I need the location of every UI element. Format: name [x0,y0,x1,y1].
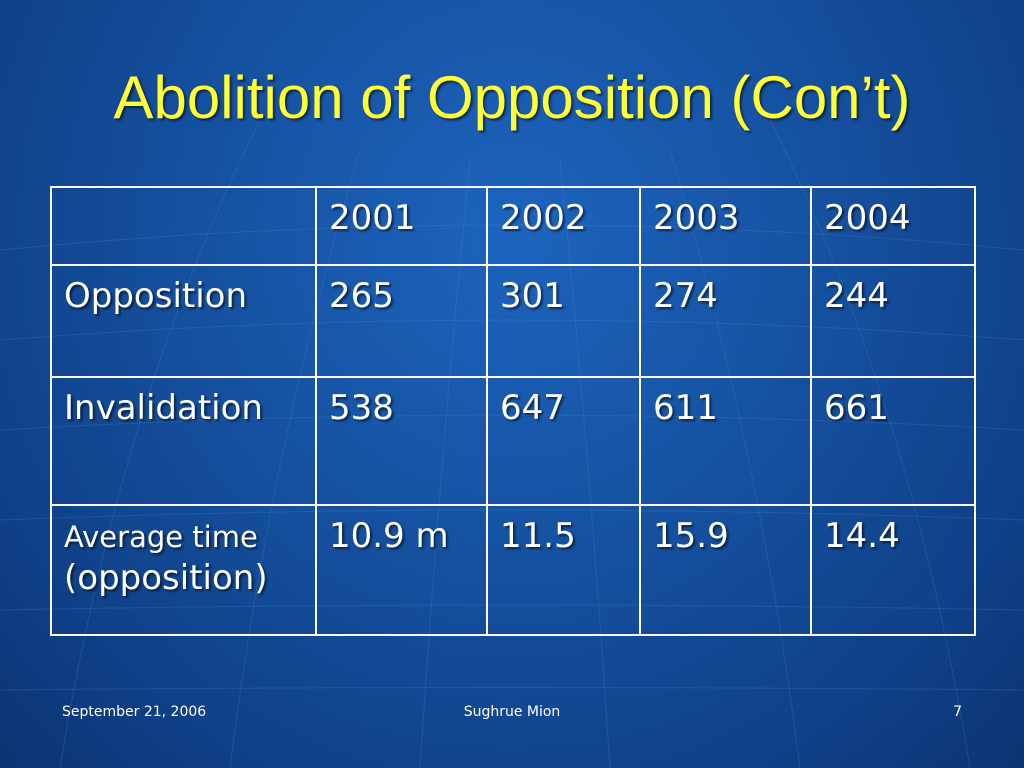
slide-title: Abolition of Opposition (Con’t) [113,64,911,131]
table-header-row: 2001 2002 2003 2004 [50,186,976,266]
row-label: Invalidation [50,376,317,506]
header-cell-year: 2001 [315,186,488,266]
row-label: Opposition [50,264,317,378]
table-cell: 11.5 [486,504,641,636]
table-cell: 10.9 m [315,504,488,636]
table-cell: 244 [810,264,976,378]
header-cell-year: 2004 [810,186,976,266]
page-number: 7 [953,704,962,720]
table-cell: 15.9 [639,504,812,636]
header-cell-year: 2003 [639,186,812,266]
table-cell: 661 [810,376,976,506]
footer-presenter: Sughrue Mion [463,704,561,720]
table-cell: 301 [486,264,641,378]
data-table: 2001 2002 2003 2004 Opposition 265 301 2… [50,186,976,636]
table-row-opposition: Opposition 265 301 274 244 [50,264,976,378]
table-cell: 265 [315,264,488,378]
table-cell: 611 [639,376,812,506]
header-cell-year: 2002 [486,186,641,266]
row-label-line2: (opposition) [64,558,268,598]
table-cell: 647 [486,376,641,506]
table-cell: 538 [315,376,488,506]
header-cell-empty [50,186,317,266]
footer-date: September 21, 2006 [62,704,207,720]
table-cell: 274 [639,264,812,378]
table-cell: 14.4 [810,504,976,636]
table-row-average-time: Average time (opposition) 10.9 m 11.5 15… [50,504,976,636]
row-label: Average time (opposition) [50,504,317,636]
row-label-line1: Average time [64,520,258,554]
table-row-invalidation: Invalidation 538 647 611 661 [50,376,976,506]
